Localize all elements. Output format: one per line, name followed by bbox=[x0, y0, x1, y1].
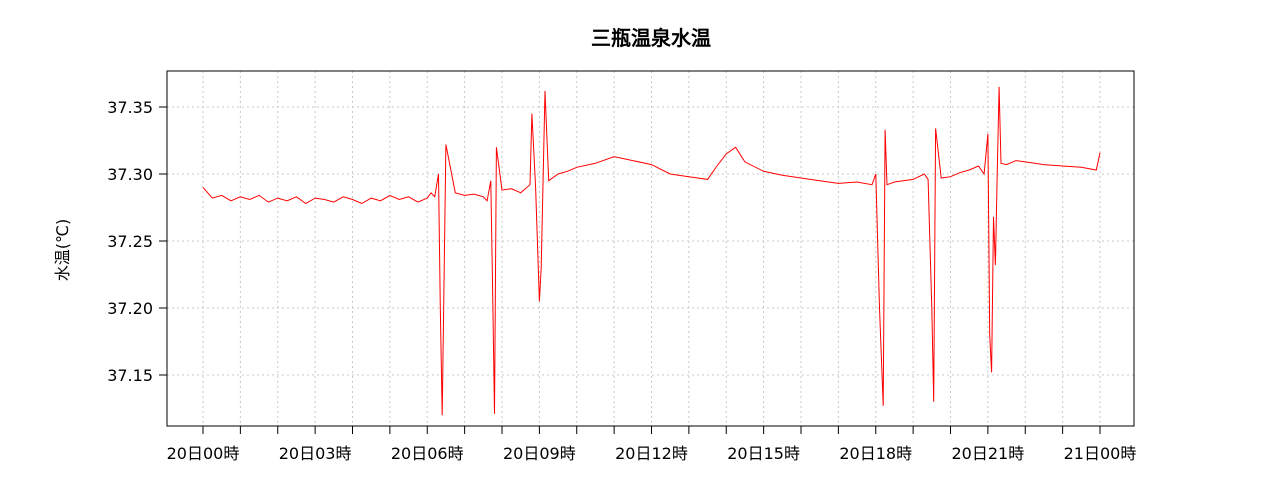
y-tick-label-2: 37.25 bbox=[107, 232, 153, 251]
x-tick-label-7: 20日21時 bbox=[952, 444, 1025, 463]
x-tick-label-0: 20日00時 bbox=[167, 444, 240, 463]
grid bbox=[167, 71, 1134, 426]
plot-border bbox=[166, 70, 1135, 427]
x-tick-label-6: 20日18時 bbox=[839, 444, 912, 463]
x-tick-label-4: 20日12時 bbox=[615, 444, 688, 463]
y-tick-label-4: 37.35 bbox=[107, 98, 153, 117]
y-tick-label-1: 37.20 bbox=[107, 299, 153, 318]
x-tick-label-1: 20日03時 bbox=[279, 444, 352, 463]
x-tick-label-2: 20日06時 bbox=[391, 444, 464, 463]
x-tick-label-3: 20日09時 bbox=[503, 444, 576, 463]
y-axis: 37.15 37.20 37.25 37.30 37.35 bbox=[107, 98, 167, 385]
series-layer bbox=[202, 86, 1101, 416]
y-tick-label-0: 37.15 bbox=[107, 366, 153, 385]
y-axis-label: 水温(℃) bbox=[53, 219, 72, 281]
y-tick-label-3: 37.30 bbox=[107, 165, 153, 184]
x-tick-label-8: 21日00時 bbox=[1064, 444, 1137, 463]
chart-title: 三瓶温泉水温 bbox=[591, 26, 711, 50]
x-tick-label-5: 20日15時 bbox=[727, 444, 800, 463]
series-line-0 bbox=[202, 86, 1101, 416]
x-axis: 20日00時 20日03時 20日06時 20日09時 20日12時 20日15時 20日1… bbox=[167, 426, 1137, 463]
